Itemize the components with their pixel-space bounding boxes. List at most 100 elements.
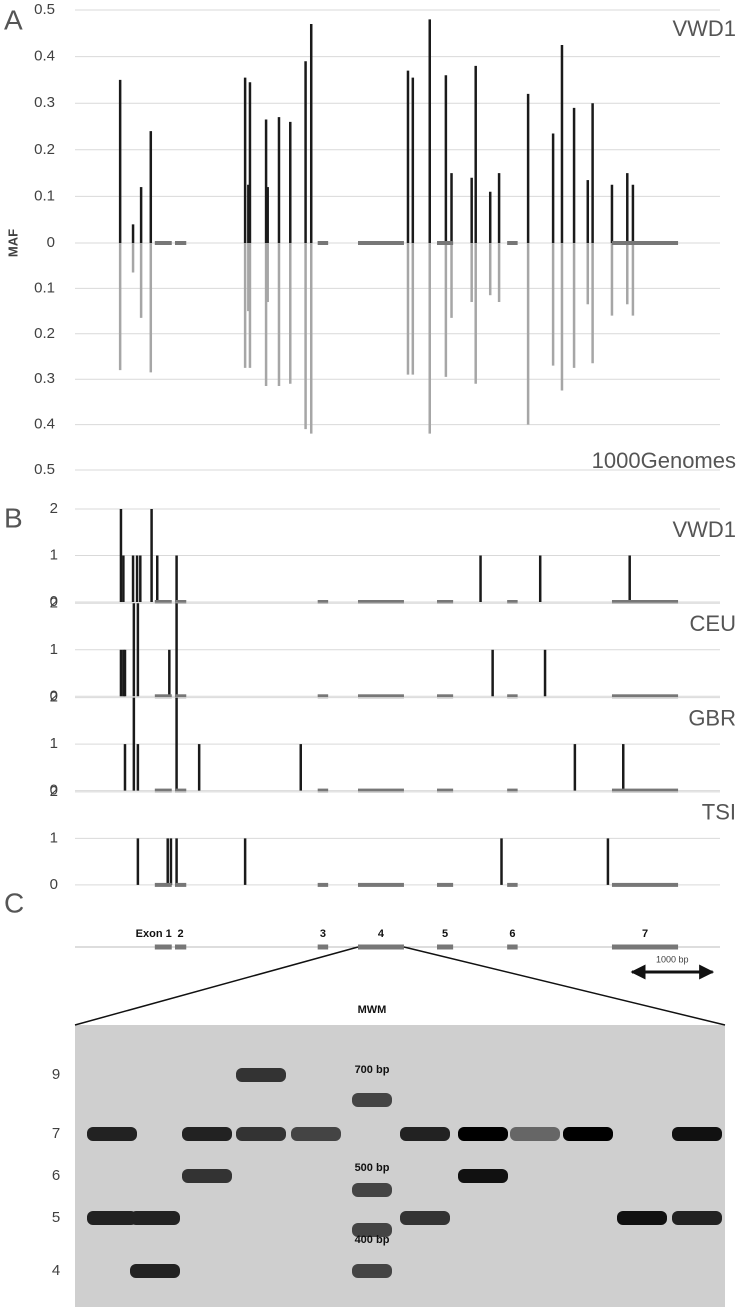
exon xyxy=(507,788,518,793)
y-tick-label: 0.5 xyxy=(34,461,55,478)
exon xyxy=(357,882,404,887)
gel-band xyxy=(352,1183,392,1197)
exon xyxy=(611,882,679,887)
exon xyxy=(611,694,679,699)
gel-band xyxy=(510,1127,560,1141)
y-tick-label: 2 xyxy=(50,594,58,611)
size-label: 6 xyxy=(52,1167,60,1184)
panel-label: A xyxy=(4,4,23,35)
marker-size-label: 400 bp xyxy=(355,1234,390,1246)
gel-band xyxy=(291,1127,341,1141)
y-tick-label: 1 xyxy=(50,641,58,658)
marker-size-label: 500 bp xyxy=(355,1162,390,1174)
exon xyxy=(357,944,404,950)
y-tick-label: 0.1 xyxy=(34,279,55,296)
exon xyxy=(611,241,679,245)
exon xyxy=(437,882,454,887)
exon xyxy=(357,600,404,604)
panel-label: C xyxy=(4,887,24,918)
gel-band xyxy=(130,1264,180,1278)
gel-band xyxy=(458,1169,508,1183)
gel-band xyxy=(130,1211,180,1225)
exon xyxy=(174,600,187,604)
exon xyxy=(611,944,679,950)
exon xyxy=(174,944,187,950)
exon-label: Exon 1 xyxy=(136,928,172,940)
y-tick-label: 0.3 xyxy=(34,370,55,387)
size-label: 7 xyxy=(52,1125,60,1142)
exon xyxy=(611,788,679,793)
exon-label: 2 xyxy=(178,928,184,940)
y-axis-label: MAF xyxy=(5,229,20,257)
zoom-line xyxy=(74,946,359,1026)
exon-label: 6 xyxy=(509,928,515,940)
y-tick-label: 1 xyxy=(50,546,58,563)
exon xyxy=(437,241,454,245)
y-tick-label: 1 xyxy=(50,829,58,846)
gel-band xyxy=(458,1127,508,1141)
y-tick-label: 0 xyxy=(50,593,58,610)
marker-title: MWM xyxy=(358,1004,387,1016)
size-label: 9 xyxy=(52,1066,60,1083)
exon xyxy=(507,882,518,887)
gel-band xyxy=(236,1068,286,1082)
gel-band xyxy=(87,1211,137,1225)
exon xyxy=(174,882,187,887)
chart-title: CEU xyxy=(690,611,736,636)
exon xyxy=(154,788,172,793)
exon xyxy=(357,694,404,699)
y-tick-label: 0 xyxy=(50,782,58,799)
exon xyxy=(317,882,329,887)
exon xyxy=(317,788,329,793)
gel-band xyxy=(400,1127,450,1141)
chart-title: TSI xyxy=(702,800,736,825)
gel-image xyxy=(75,1025,725,1307)
y-tick-label: 0.2 xyxy=(34,325,55,342)
gel-band xyxy=(352,1093,392,1107)
exon xyxy=(317,241,329,245)
exon xyxy=(437,944,454,950)
exon xyxy=(317,944,329,950)
gel-band xyxy=(400,1211,450,1225)
exon xyxy=(357,241,404,245)
gel-band xyxy=(617,1211,667,1225)
gel-band xyxy=(236,1127,286,1141)
exon-label: 4 xyxy=(378,928,385,940)
y-tick-label: 2 xyxy=(50,500,58,517)
exon xyxy=(437,694,454,699)
scale-bar-label: 1000 bp xyxy=(656,954,689,964)
exon xyxy=(357,788,404,793)
zoom-line xyxy=(403,946,726,1026)
exon xyxy=(317,600,329,604)
exon xyxy=(317,694,329,699)
y-tick-label: 0 xyxy=(50,876,58,893)
y-tick-label: 0.4 xyxy=(34,48,55,65)
exon xyxy=(437,788,454,793)
y-tick-label: 1 xyxy=(50,735,58,752)
exon xyxy=(174,788,187,793)
gel-band xyxy=(182,1127,232,1141)
y-tick-label: 0.3 xyxy=(34,94,55,111)
y-tick-label: 2 xyxy=(50,783,58,800)
exon xyxy=(437,600,454,604)
exon xyxy=(611,600,679,604)
exon xyxy=(154,694,172,699)
exon xyxy=(174,241,187,245)
exon xyxy=(154,600,172,604)
exon-label: 5 xyxy=(442,928,448,940)
gel-band xyxy=(672,1211,722,1225)
y-tick-label: 0.5 xyxy=(34,1,55,18)
exon xyxy=(154,882,172,887)
exon xyxy=(507,944,518,950)
exon-label: 3 xyxy=(320,928,326,940)
exon xyxy=(154,241,172,245)
exon-label: 7 xyxy=(642,928,648,940)
exon xyxy=(507,241,518,245)
exon xyxy=(154,944,172,950)
panel-label: B xyxy=(4,502,23,533)
y-tick-label: 0 xyxy=(50,687,58,704)
y-tick-label: 0 xyxy=(47,234,55,251)
y-tick-label: 0.2 xyxy=(34,141,55,158)
exon xyxy=(507,600,518,604)
